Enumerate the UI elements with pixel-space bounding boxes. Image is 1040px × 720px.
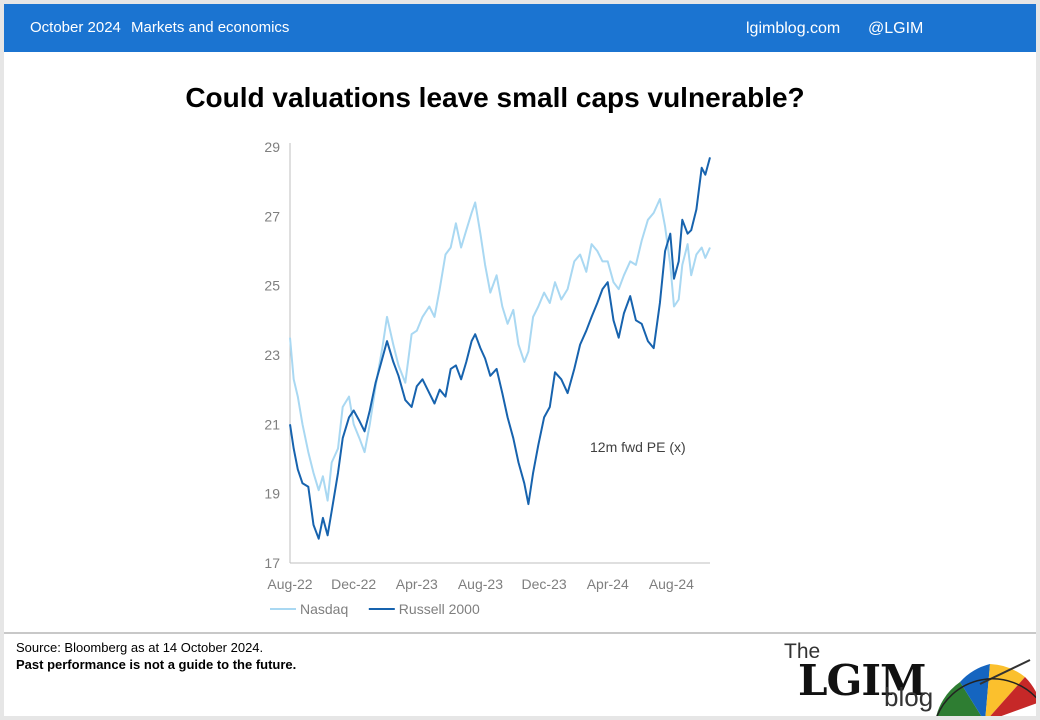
header-topic: Markets and economics bbox=[131, 19, 290, 36]
logo-the: The bbox=[784, 640, 821, 663]
header-social-handle[interactable]: @LGIM bbox=[868, 20, 924, 37]
y-tick-label: 29 bbox=[264, 139, 280, 155]
lgim-blog-logo: The LGIM blog bbox=[780, 640, 1036, 716]
footer-divider bbox=[4, 632, 1036, 634]
series-line-russell-2000 bbox=[289, 157, 711, 540]
x-tick-label: Aug-24 bbox=[649, 576, 694, 592]
header-site-link[interactable]: lgimblog.com bbox=[746, 20, 841, 37]
chart-title: Could valuations leave small caps vulner… bbox=[185, 82, 805, 113]
y-tick-label: 27 bbox=[264, 208, 280, 224]
y-tick-label: 23 bbox=[264, 347, 280, 363]
header-date: October 2024 bbox=[30, 19, 121, 36]
logo-blog: blog bbox=[884, 682, 934, 712]
pe-chart: 17 19 21 23 25 27 29 Aug-22 Dec-22 Apr-23 Aug-23 De… bbox=[264, 139, 711, 617]
chart-title-wrap: Could valuations leave small caps vulner… bbox=[0, 82, 1040, 114]
y-tick-label: 17 bbox=[264, 555, 280, 571]
x-tick-label: Apr-23 bbox=[396, 576, 438, 592]
legend-label: Russell 2000 bbox=[399, 601, 480, 617]
x-tick-label: Apr-24 bbox=[587, 576, 629, 592]
y-tick-label: 25 bbox=[264, 278, 280, 294]
series-line-nasdaq bbox=[289, 198, 711, 502]
logo-lgim: LGIM bbox=[798, 656, 927, 705]
x-tick-label: Dec-23 bbox=[522, 576, 567, 592]
header-bar: October 2024 Markets and economics lgimb… bbox=[4, 4, 1036, 52]
y-tick-label: 19 bbox=[264, 486, 280, 502]
slide-frame bbox=[4, 4, 1036, 716]
y-tick-label: 21 bbox=[264, 416, 280, 432]
x-tick-label: Aug-22 bbox=[267, 576, 312, 592]
disclaimer-note: Past performance is not a guide to the f… bbox=[16, 657, 297, 672]
chart-annotation: 12m fwd PE (x) bbox=[590, 439, 686, 455]
source-note: Source: Bloomberg as at 14 October 2024. bbox=[16, 640, 264, 655]
umbrella-icon bbox=[936, 659, 1036, 716]
x-tick-label: Aug-23 bbox=[458, 576, 503, 592]
x-tick-label: Dec-22 bbox=[331, 576, 376, 592]
legend-label: Nasdaq bbox=[300, 601, 348, 617]
